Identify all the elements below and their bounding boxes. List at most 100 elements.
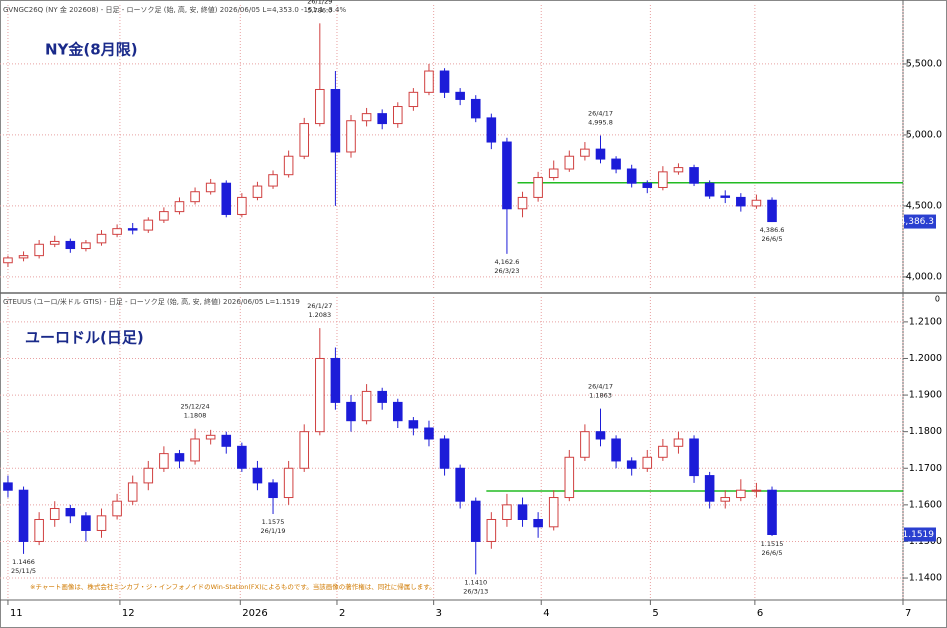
- candle-body: [548, 497, 559, 528]
- y-tick-label: 5,000.0: [906, 129, 942, 140]
- candle-body: [751, 489, 762, 492]
- candle-body: [330, 357, 341, 403]
- last-price-box: [904, 214, 936, 229]
- candle-body: [18, 489, 29, 542]
- candle-body: [517, 504, 528, 520]
- candle-body: [673, 167, 684, 173]
- candle-body: [81, 515, 91, 531]
- x-tick-label: 6: [757, 608, 763, 619]
- candle-body: [346, 120, 356, 153]
- candle-body: [502, 504, 512, 520]
- header: GTEUUS (ユーロ/米ドル GTIS) - 日足 - ローソク足 (始, 高…: [3, 297, 300, 306]
- candle-body: [34, 518, 44, 542]
- candle-body: [439, 70, 450, 93]
- candle-body: [689, 438, 699, 477]
- annotation: 4,162.6: [495, 258, 520, 266]
- candle-body: [486, 518, 497, 542]
- candle-body: [658, 171, 668, 188]
- candle-body: [190, 438, 200, 462]
- annotation: 1.2083: [308, 311, 331, 319]
- candle-body: [159, 453, 169, 469]
- candle-body: [34, 243, 44, 257]
- candle-body: [392, 106, 403, 125]
- candle-body: [174, 453, 185, 462]
- candle-body: [190, 191, 200, 203]
- annotation: 26/4/17: [588, 110, 613, 118]
- last-price-box: [904, 527, 936, 542]
- candle-body: [252, 467, 263, 484]
- candle-body: [502, 141, 512, 210]
- annotation: 26/6/5: [762, 549, 783, 557]
- y-tick-label: 5,500.0: [906, 58, 942, 69]
- candle-body: [455, 91, 465, 100]
- candle-body: [3, 257, 13, 264]
- candle-body: [237, 196, 247, 215]
- annotation: 5,786.0: [307, 6, 332, 14]
- x-tick-label: 11: [10, 608, 23, 619]
- annotation: 1.1863: [589, 392, 612, 400]
- candle-body: [408, 420, 419, 429]
- candle-body: [81, 242, 91, 250]
- candle-body: [595, 148, 606, 160]
- candle-body: [517, 196, 528, 210]
- candle-body: [720, 497, 731, 502]
- last-price-label: 1.1519: [903, 530, 935, 540]
- annotation: 25/12/24: [180, 403, 209, 411]
- candle-body: [65, 240, 76, 250]
- annotation: 1.1410: [464, 578, 487, 586]
- candle-body: [673, 438, 684, 447]
- candle-body: [470, 500, 481, 542]
- candle-body: [392, 401, 403, 422]
- candle-body: [221, 182, 232, 215]
- x-tick-label: 7: [905, 608, 911, 619]
- candle-body: [533, 518, 543, 528]
- annotation: 1.1466: [12, 558, 35, 566]
- candle-body: [361, 113, 372, 122]
- candle-body: [127, 228, 138, 231]
- candle-body: [49, 240, 60, 245]
- candle-body: [221, 434, 232, 447]
- candle-body: [704, 475, 715, 502]
- candle-body: [96, 233, 107, 244]
- candle-body: [315, 357, 325, 433]
- candle-body: [658, 445, 668, 458]
- candle-body: [470, 98, 481, 119]
- candle-body: [268, 174, 278, 187]
- candle-body: [377, 390, 387, 403]
- y-tick-label: 1.2000: [909, 353, 942, 364]
- y-tick-label: 1.2100: [909, 316, 942, 327]
- annotation: 25/11/5: [11, 567, 36, 575]
- candle-body: [205, 182, 216, 193]
- x-tick-label: 2: [339, 608, 345, 619]
- annotation: 4,386.6: [760, 226, 785, 234]
- candle-body: [408, 91, 419, 108]
- candle-body: [283, 467, 294, 499]
- annotation: 1.1575: [262, 518, 285, 526]
- candle-body: [377, 113, 387, 125]
- candle-body: [299, 431, 310, 469]
- candle-body: [143, 467, 154, 484]
- candle-body: [626, 460, 637, 469]
- candle-body: [315, 88, 325, 125]
- panel-title: NY金(8月限): [45, 41, 138, 59]
- candle-body: [174, 201, 185, 213]
- candle-body: [143, 219, 154, 231]
- candle-body: [361, 390, 372, 422]
- candle-body: [330, 88, 341, 153]
- candle-body: [533, 177, 543, 198]
- annotation: 1.1808: [184, 412, 207, 420]
- candle-body: [736, 489, 746, 499]
- candle-body: [283, 155, 294, 176]
- candle-body: [424, 70, 434, 93]
- y-tick-label: 4,500.0: [906, 200, 942, 211]
- candle-body: [96, 515, 107, 531]
- candle-body: [626, 168, 637, 184]
- candle-body: [595, 431, 606, 440]
- candle-body: [751, 199, 762, 207]
- candle-body: [252, 185, 263, 198]
- candle-body: [112, 500, 122, 517]
- candle-body: [112, 228, 122, 235]
- candle-body: [580, 431, 590, 458]
- candle-body: [3, 482, 13, 491]
